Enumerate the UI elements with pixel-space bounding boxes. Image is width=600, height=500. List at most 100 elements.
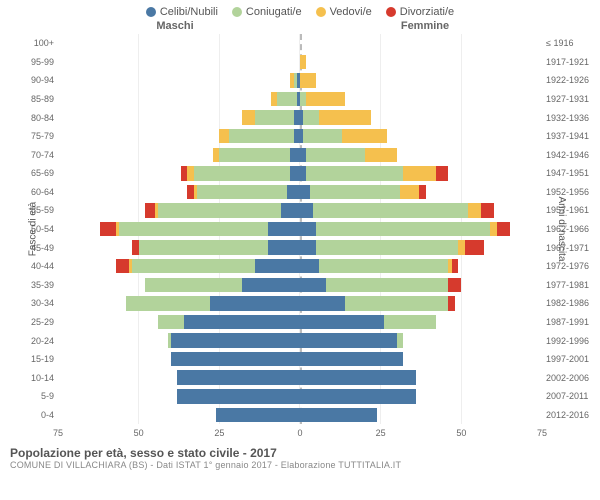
bar-segment [171, 352, 300, 366]
female-bar [300, 129, 542, 143]
birth-tick: 1997-2001 [542, 350, 590, 369]
male-bar [58, 333, 300, 347]
bar-segment [268, 240, 300, 254]
bar-segment [177, 389, 300, 403]
bar-segment [316, 240, 458, 254]
female-bar [300, 222, 542, 236]
male-bar [58, 148, 300, 162]
bar-segment [300, 315, 384, 329]
bar-segment [397, 333, 403, 347]
bar-segment [300, 203, 313, 217]
bar-segment [290, 148, 300, 162]
gender-labels: Maschi Femmine [10, 20, 590, 32]
age-tick: 30-34 [10, 294, 58, 313]
x-tick: 50 [456, 428, 466, 438]
age-row [58, 368, 542, 387]
birth-tick: 1977-1981 [542, 276, 590, 295]
bar-segment [255, 259, 300, 273]
age-row [58, 127, 542, 146]
age-row [58, 294, 542, 313]
bar-segment [255, 110, 294, 124]
x-axis: 7550250255075 [58, 428, 542, 442]
male-bar [58, 408, 300, 422]
x-tick: 25 [376, 428, 386, 438]
age-row [58, 183, 542, 202]
bar-segment [300, 333, 397, 347]
bar-segment [145, 203, 155, 217]
legend-label: Vedovi/e [330, 6, 372, 18]
bar-segment [116, 259, 129, 273]
age-row [58, 276, 542, 295]
male-bar [58, 352, 300, 366]
y-right-title: Anni di nascita [556, 196, 567, 261]
male-label: Maschi [10, 20, 300, 32]
bar-segment [303, 129, 342, 143]
age-tick: 85-89 [10, 90, 58, 109]
age-tick: 60-64 [10, 183, 58, 202]
birth-tick: 1917-1921 [542, 53, 590, 72]
legend: Celibi/NubiliConiugati/eVedovi/eDivorzia… [10, 6, 590, 18]
bar-segment [313, 203, 468, 217]
birth-tick: 2007-2011 [542, 387, 590, 406]
female-bar [300, 185, 542, 199]
female-bar [300, 55, 542, 69]
legend-swatch [386, 7, 396, 17]
male-bar [58, 240, 300, 254]
bar-segment [300, 296, 345, 310]
male-bar [58, 185, 300, 199]
age-row [58, 220, 542, 239]
female-bar [300, 296, 542, 310]
bar-segment [403, 166, 435, 180]
bar-segment [281, 203, 300, 217]
bar-segment [319, 259, 448, 273]
birth-tick: 1927-1931 [542, 90, 590, 109]
age-tick: 5-9 [10, 387, 58, 406]
male-bar [58, 73, 300, 87]
male-bar [58, 129, 300, 143]
female-label: Femmine [300, 20, 590, 32]
chart-footer: Popolazione per età, sesso e stato civil… [10, 446, 590, 470]
age-row [58, 108, 542, 127]
bar-segment [132, 259, 255, 273]
x-tick: 0 [297, 428, 302, 438]
age-tick: 40-44 [10, 257, 58, 276]
female-bar [300, 36, 542, 50]
bar-segment [290, 166, 300, 180]
age-tick: 0-4 [10, 406, 58, 425]
bar-segment [158, 315, 184, 329]
legend-item: Vedovi/e [316, 6, 372, 18]
age-tick: 65-69 [10, 164, 58, 183]
chart-title: Popolazione per età, sesso e stato civil… [10, 446, 590, 460]
birth-tick: 2012-2016 [542, 406, 590, 425]
bar-segment [306, 166, 403, 180]
age-row [58, 238, 542, 257]
bar-segment [448, 278, 461, 292]
age-row [58, 257, 542, 276]
bar-segment [326, 278, 449, 292]
birth-tick: 1992-1996 [542, 331, 590, 350]
bar-segment [210, 296, 300, 310]
female-bar [300, 73, 542, 87]
bars-area [58, 34, 542, 424]
bar-segment [319, 110, 371, 124]
female-bar [300, 370, 542, 384]
age-row [58, 350, 542, 369]
bar-segment [384, 315, 436, 329]
age-tick: 95-99 [10, 53, 58, 72]
bar-segment [436, 166, 449, 180]
bar-rows [58, 34, 542, 424]
bar-segment [126, 296, 210, 310]
bar-segment [448, 296, 454, 310]
bar-segment [277, 92, 296, 106]
female-bar [300, 148, 542, 162]
male-bar [58, 203, 300, 217]
age-row [58, 53, 542, 72]
bar-segment [119, 222, 267, 236]
x-tick: 75 [537, 428, 547, 438]
bar-segment [465, 240, 484, 254]
birth-tick: 1922-1926 [542, 71, 590, 90]
female-bar [300, 259, 542, 273]
male-bar [58, 110, 300, 124]
bar-segment [497, 222, 510, 236]
bar-segment [145, 278, 242, 292]
